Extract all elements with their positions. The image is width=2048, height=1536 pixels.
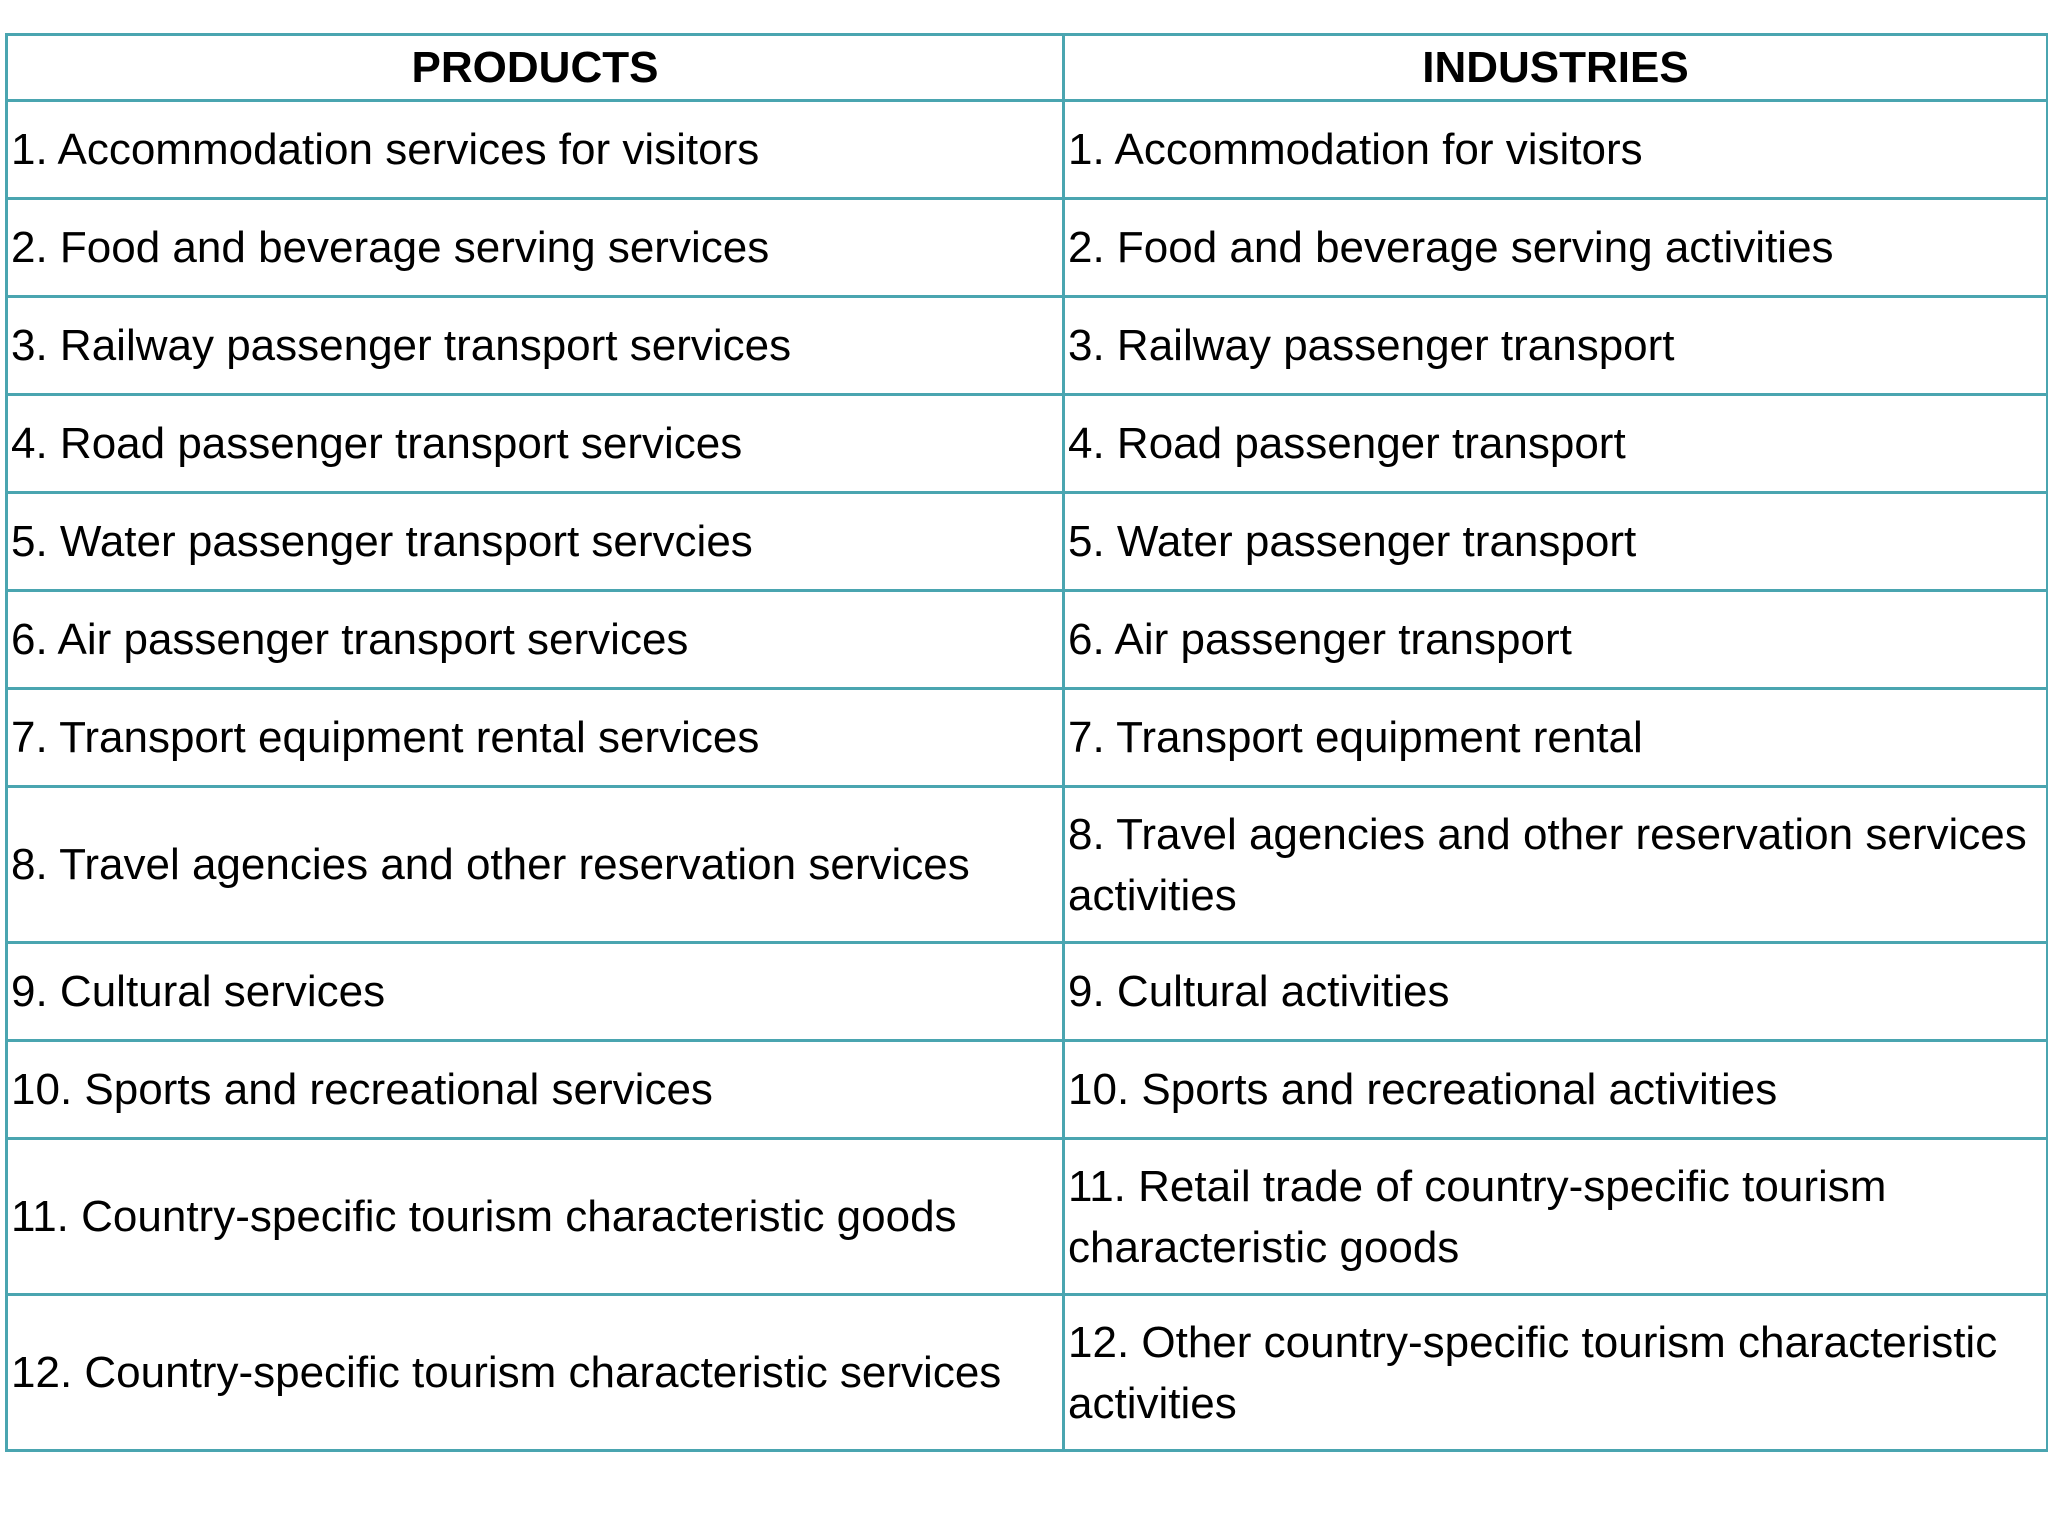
product-cell: 8. Travel agencies and other reservation… bbox=[5, 785, 1065, 944]
product-cell: 7. Transport equipment rental services bbox=[5, 687, 1065, 788]
industry-cell: 4. Road passenger transport bbox=[1062, 393, 2048, 494]
product-cell: 6. Air passenger transport services bbox=[5, 589, 1065, 690]
product-cell: 4. Road passenger transport services bbox=[5, 393, 1065, 494]
table-row: 11. Country-specific tourism characteris… bbox=[5, 1137, 2048, 1296]
industry-cell: 1. Accommodation for visitors bbox=[1062, 99, 2048, 200]
table-row: 8. Travel agencies and other reservation… bbox=[5, 785, 2048, 944]
table-row: 6. Air passenger transport services 6. A… bbox=[5, 589, 2048, 690]
product-cell: 5. Water passenger transport servcies bbox=[5, 491, 1065, 592]
product-cell: 9. Cultural services bbox=[5, 941, 1065, 1042]
industry-cell: 8. Travel agencies and other reservation… bbox=[1062, 785, 2048, 944]
product-cell: 1. Accommodation services for visitors bbox=[5, 99, 1065, 200]
industry-cell: 9. Cultural activities bbox=[1062, 941, 2048, 1042]
table-container: PRODUCTS INDUSTRIES 1. Accommodation ser… bbox=[5, 33, 2048, 1452]
product-cell: 12. Country-specific tourism characteris… bbox=[5, 1293, 1065, 1452]
product-cell: 11. Country-specific tourism characteris… bbox=[5, 1137, 1065, 1296]
industry-cell: 2. Food and beverage serving activities bbox=[1062, 197, 2048, 298]
product-cell: 10. Sports and recreational services bbox=[5, 1039, 1065, 1140]
table-row: 9. Cultural services 9. Cultural activit… bbox=[5, 941, 2048, 1042]
table-row: 1. Accommodation services for visitors 1… bbox=[5, 99, 2048, 200]
table-row: 3. Railway passenger transport services … bbox=[5, 295, 2048, 396]
product-cell: 3. Railway passenger transport services bbox=[5, 295, 1065, 396]
table-row: 4. Road passenger transport services 4. … bbox=[5, 393, 2048, 494]
table-row: 5. Water passenger transport servcies 5.… bbox=[5, 491, 2048, 592]
table-row: 2. Food and beverage serving services 2.… bbox=[5, 197, 2048, 298]
industry-cell: 3. Railway passenger transport bbox=[1062, 295, 2048, 396]
product-cell: 2. Food and beverage serving services bbox=[5, 197, 1065, 298]
products-header: PRODUCTS bbox=[5, 33, 1065, 102]
table-row: 10. Sports and recreational services 10.… bbox=[5, 1039, 2048, 1140]
industry-cell: 5. Water passenger transport bbox=[1062, 491, 2048, 592]
industry-cell: 7. Transport equipment rental bbox=[1062, 687, 2048, 788]
industry-cell: 6. Air passenger transport bbox=[1062, 589, 2048, 690]
industry-cell: 12. Other country-specific tourism chara… bbox=[1062, 1293, 2048, 1452]
products-industries-table: PRODUCTS INDUSTRIES 1. Accommodation ser… bbox=[5, 33, 2048, 1452]
table-row: 12. Country-specific tourism characteris… bbox=[5, 1293, 2048, 1452]
industries-header: INDUSTRIES bbox=[1062, 33, 2048, 102]
header-row: PRODUCTS INDUSTRIES bbox=[5, 33, 2048, 102]
table-row: 7. Transport equipment rental services 7… bbox=[5, 687, 2048, 788]
industry-cell: 11. Retail trade of country-specific tou… bbox=[1062, 1137, 2048, 1296]
industry-cell: 10. Sports and recreational activities bbox=[1062, 1039, 2048, 1140]
